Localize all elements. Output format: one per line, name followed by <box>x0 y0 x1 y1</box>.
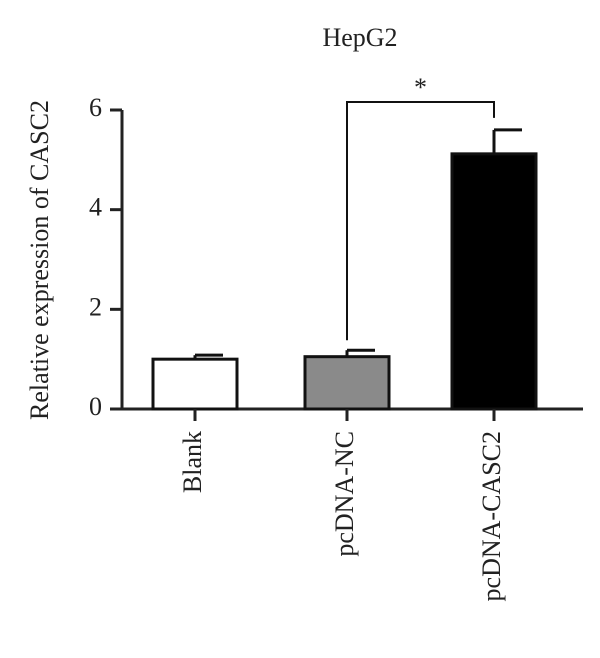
chart-title: HepG2 <box>322 23 397 52</box>
x-tick-label: pcDNA-NC <box>330 431 359 557</box>
y-tick-label: 6 <box>89 93 102 122</box>
annotation: * <box>414 73 427 102</box>
x-tick-label: Blank <box>178 431 207 493</box>
y-tick-label: 4 <box>89 193 102 222</box>
y-tick-label: 2 <box>89 292 102 321</box>
significance-bracket <box>346 101 495 341</box>
y-axis-label: Relative expression of CASC2 <box>25 100 54 420</box>
bar <box>151 357 239 411</box>
bar <box>450 152 538 411</box>
y-tick-label: 0 <box>89 392 102 421</box>
bar <box>303 355 391 411</box>
x-tick-label: pcDNA-CASC2 <box>477 431 506 601</box>
